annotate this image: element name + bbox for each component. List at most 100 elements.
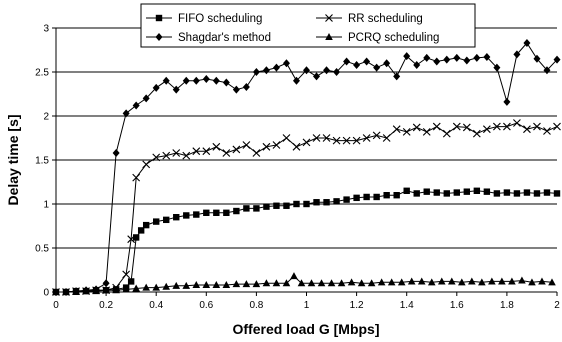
data-point-shagdar-s-method: [222, 78, 230, 87]
data-point-rr-scheduling: [392, 125, 401, 134]
data-point-shagdar-s-method: [473, 53, 481, 62]
data-point-rr-scheduling: [462, 123, 471, 132]
data-point-fifo-scheduling: [203, 209, 210, 216]
data-point-pcrq-scheduling: [347, 278, 356, 286]
legend-label: Shagdar's method: [178, 32, 271, 44]
data-point-shagdar-s-method: [413, 60, 421, 69]
data-point-rr-scheduling: [422, 127, 431, 136]
data-point-pcrq-scheduling: [417, 277, 426, 285]
data-point-fifo-scheduling: [153, 218, 160, 225]
data-point-rr-scheduling: [252, 149, 261, 157]
data-point-shagdar-s-method: [313, 72, 321, 81]
data-point-pcrq-scheduling: [488, 277, 496, 285]
data-point-shagdar-s-method: [383, 59, 391, 68]
data-point-shagdar-s-method: [363, 57, 371, 66]
y-tick-label: 3: [43, 24, 49, 35]
x-tick-label: 0.6: [199, 300, 213, 311]
data-point-rr-scheduling: [332, 136, 341, 145]
data-point-pcrq-scheduling: [132, 284, 140, 292]
data-point-shagdar-s-method: [453, 53, 461, 62]
legend-label: FIFO scheduling: [178, 13, 262, 25]
legend-label: PCRQ scheduling: [348, 32, 439, 44]
data-point-shagdar-s-method: [393, 72, 401, 81]
legend: FIFO scheduling RR scheduling Shagdar's me…: [140, 3, 476, 48]
data-point-rr-scheduling: [442, 129, 451, 138]
data-point-shagdar-s-method: [513, 50, 521, 59]
data-point-rr-scheduling: [142, 160, 151, 169]
data-point-fifo-scheduling: [483, 188, 491, 195]
data-point-fifo-scheduling: [132, 234, 140, 241]
data-point-pcrq-scheduling: [518, 276, 526, 284]
data-point-fifo-scheduling: [333, 198, 340, 205]
data-point-rr-scheduling: [172, 149, 181, 157]
data-point-shagdar-s-method: [423, 53, 431, 62]
data-point-rr-scheduling: [272, 141, 281, 149]
data-point-rr-scheduling: [362, 134, 371, 142]
data-point-shagdar-s-method: [443, 55, 451, 64]
data-point-rr-scheduling: [482, 125, 491, 134]
data-point-fifo-scheduling: [173, 214, 180, 221]
data-point-fifo-scheduling: [513, 190, 521, 197]
y-tick-label: 2: [43, 112, 49, 123]
data-point-fifo-scheduling: [553, 190, 561, 197]
data-point-fifo-scheduling: [183, 212, 190, 219]
data-point-fifo-scheduling: [233, 207, 240, 215]
data-point-rr-scheduling: [132, 173, 141, 182]
data-point-shagdar-s-method: [192, 76, 200, 85]
data-point-pcrq-scheduling: [72, 288, 80, 295]
data-point-rr-scheduling: [523, 125, 531, 134]
data-point-fifo-scheduling: [453, 189, 460, 196]
legend-item-pcrq-scheduling: PCRQ scheduling: [316, 32, 439, 44]
x-tick-label: 1: [304, 300, 310, 311]
data-point-pcrq-scheduling: [252, 280, 261, 288]
data-point-rr-scheduling: [262, 142, 271, 151]
data-point-fifo-scheduling: [343, 196, 350, 203]
data-point-pcrq-scheduling: [317, 279, 326, 287]
data-point-shagdar-s-method: [403, 52, 411, 61]
data-point-shagdar-s-method: [202, 75, 210, 84]
data-point-shagdar-s-method: [333, 68, 341, 76]
data-point-pcrq-scheduling: [528, 278, 536, 286]
data-point-rr-scheduling: [302, 138, 311, 147]
y-tick-label: 1.5: [35, 156, 49, 167]
y-tick-label: 0.5: [35, 244, 49, 255]
data-point-pcrq-scheduling: [122, 285, 130, 293]
data-point-fifo-scheduling: [273, 202, 280, 209]
data-point-shagdar-s-method: [493, 63, 501, 72]
data-point-rr-scheduling: [402, 127, 411, 136]
data-point-pcrq-scheduling: [427, 278, 436, 286]
data-point-rr-scheduling: [192, 147, 201, 156]
y-tick-label: 2.5: [35, 68, 49, 79]
x-tick-label: 0: [53, 300, 59, 311]
data-point-pcrq-scheduling: [272, 279, 281, 287]
data-point-fifo-scheduling: [473, 187, 481, 194]
data-point-fifo-scheduling: [493, 190, 501, 197]
data-point-pcrq-scheduling: [182, 281, 191, 289]
data-point-rr-scheduling: [553, 122, 561, 131]
data-point-fifo-scheduling: [253, 205, 260, 212]
data-point-shagdar-s-method: [503, 97, 511, 106]
data-point-pcrq-scheduling: [337, 279, 346, 287]
data-point-rr-scheduling: [202, 147, 211, 156]
legend-item-shagdar-s-method: Shagdar's method: [146, 32, 271, 44]
data-point-pcrq-scheduling: [172, 281, 181, 289]
data-point-rr-scheduling: [372, 131, 381, 140]
data-point-fifo-scheduling: [363, 193, 370, 201]
x-tick-label: 1.8: [500, 300, 514, 311]
legend-item-rr-scheduling: RR scheduling: [316, 13, 423, 25]
data-point-fifo-scheduling: [243, 205, 250, 212]
data-point-fifo-scheduling: [353, 194, 360, 202]
data-point-shagdar-s-method: [463, 56, 471, 65]
data-point-rr-scheduling: [182, 151, 191, 160]
data-point-rr-scheduling: [127, 235, 136, 244]
data-point-fifo-scheduling: [383, 192, 390, 199]
data-point-rr-scheduling: [492, 122, 501, 131]
data-point-rr-scheduling: [342, 136, 351, 145]
y-tick-label: 0: [43, 288, 49, 299]
data-point-shagdar-s-method: [112, 148, 120, 157]
data-point-fifo-scheduling: [137, 227, 145, 234]
data-point-shagdar-s-method: [282, 59, 290, 68]
data-point-fifo-scheduling: [263, 203, 270, 210]
data-point-pcrq-scheduling: [282, 279, 291, 287]
